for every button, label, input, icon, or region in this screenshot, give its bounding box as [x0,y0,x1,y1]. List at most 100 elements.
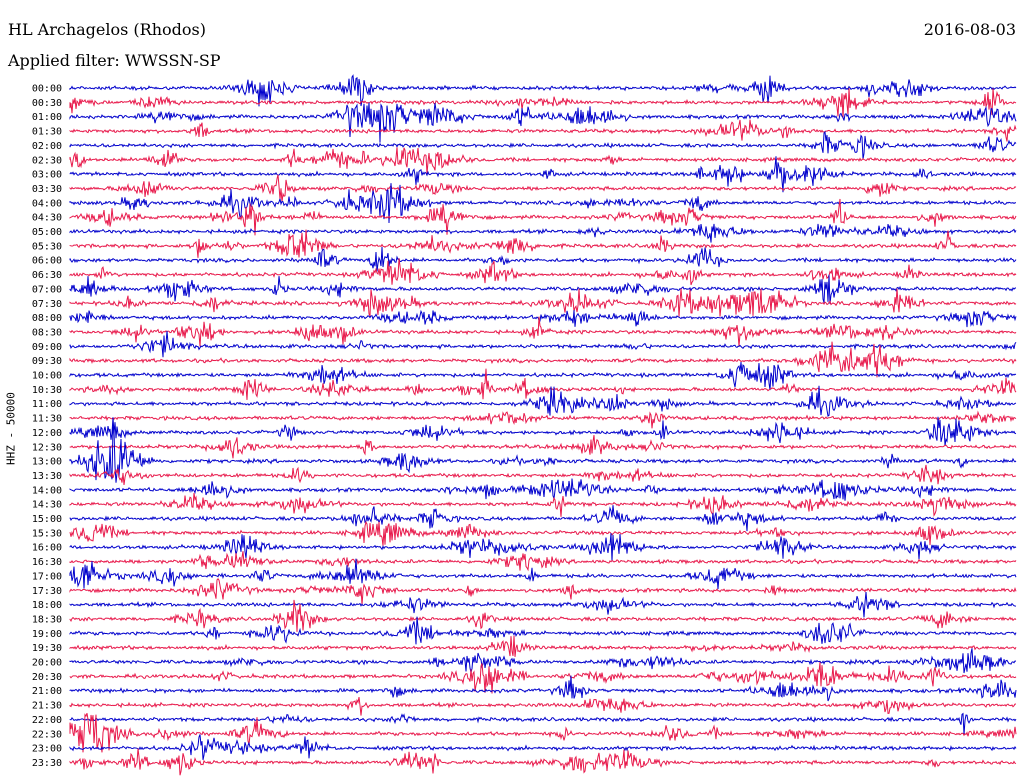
y-axis-label-container: HHZ - 50000 [3,385,19,475]
trace-time-label: 07:00 [32,284,62,295]
seismic-trace [69,147,1017,174]
trace-time-label: 01:30 [32,127,62,138]
trace-time-label: 04:00 [32,198,62,209]
seismic-trace [69,675,1017,702]
trace-time-label: 14:00 [32,485,62,496]
seismic-trace [69,309,1017,328]
trace-time-label: 01:00 [32,112,62,123]
trace-time-label: 21:00 [32,686,62,697]
trace-time-label: 06:00 [32,256,62,267]
trace-time-label: 19:30 [32,643,62,654]
seismic-trace [69,712,1017,735]
trace-time-label: 12:00 [32,428,62,439]
station-title: HL Archagelos (Rhodos) [8,20,206,39]
seismic-trace [69,616,1017,645]
trace-time-label: 23:30 [32,758,62,769]
trace-time-label: 20:00 [32,658,62,669]
trace-time-label: 00:00 [32,84,62,95]
seismic-trace [69,635,1017,657]
seismic-trace [69,274,1017,305]
trace-time-label: 22:30 [32,729,62,740]
trace-time-label: 12:30 [32,442,62,453]
seismic-trace [69,599,1017,632]
trace-time-label: 02:30 [32,155,62,166]
seismic-trace [69,734,1017,760]
seismic-trace [69,102,1017,143]
trace-time-label: 15:00 [32,514,62,525]
seismic-trace [69,505,1017,532]
trace-time-label: 18:30 [32,614,62,625]
seismic-trace [69,748,1017,776]
trace-time-label: 23:00 [32,744,62,755]
seismic-trace [69,385,1017,417]
seismic-trace [69,464,1017,485]
seismic-trace [69,74,1017,107]
trace-time-label: 16:30 [32,557,62,568]
trace-time-label: 18:00 [32,600,62,611]
trace-time-label: 06:30 [32,270,62,281]
seismic-trace [69,223,1017,243]
seismic-trace [69,198,1017,236]
trace-time-label: 13:30 [32,471,62,482]
trace-time-label: 16:00 [32,543,62,554]
seismic-trace [69,416,1017,446]
seismic-trace [69,520,1017,546]
seismic-trace [69,246,1017,272]
seismic-trace [69,258,1017,286]
date-label: 2016-08-03 [923,20,1016,39]
seismic-trace [69,229,1017,258]
seismic-trace [69,119,1017,142]
seismic-trace [69,410,1017,429]
trace-time-label: 04:30 [32,213,62,224]
seismic-trace [69,88,1017,119]
seismic-trace [69,361,1017,391]
seismic-trace [69,492,1017,517]
seismic-trace [69,591,1017,618]
trace-time-label: 14:30 [32,500,62,511]
filter-label: Applied filter: WWSSN-SP [8,51,221,70]
trace-time-label: 08:00 [32,313,62,324]
trace-time-label: 17:00 [32,571,62,582]
trace-time-label: 09:30 [32,356,62,367]
trace-time-label: 05:00 [32,227,62,238]
trace-time-label: 02:00 [32,141,62,152]
seismic-trace [69,183,1016,224]
seismic-trace [69,435,1017,459]
trace-time-label: 09:00 [32,342,62,353]
trace-time-label: 11:00 [32,399,62,410]
seismic-trace [69,368,1017,400]
trace-time-label: 00:30 [32,98,62,109]
trace-time-label: 08:30 [32,327,62,338]
seismic-trace [69,533,1017,562]
seismic-trace [69,648,1017,674]
trace-time-label: 11:30 [32,414,62,425]
seismic-trace [69,316,1017,347]
trace-time-label: 21:30 [32,701,62,712]
seismic-trace [69,578,1017,606]
seismic-trace [69,478,1017,501]
seismic-trace [69,288,1017,318]
trace-time-label: 10:30 [32,385,62,396]
trace-time-label: 19:00 [32,629,62,640]
seismic-trace [69,156,1017,193]
seismic-trace [69,330,1017,358]
seismic-trace [69,551,1017,572]
seismic-trace [69,130,1017,160]
trace-time-label: 10:00 [32,371,62,382]
trace-time-label: 03:00 [32,170,62,181]
trace-time-label: 20:30 [32,672,62,683]
seismic-trace [69,713,1017,753]
trace-time-label: 05:30 [32,241,62,252]
trace-time-label: 07:30 [32,299,62,310]
trace-time-label: 15:30 [32,528,62,539]
trace-time-label: 03:30 [32,184,62,195]
seismic-trace [69,558,1017,590]
trace-time-label: 17:30 [32,586,62,597]
trace-time-label: 22:00 [32,715,62,726]
seismic-trace [69,662,1017,694]
seismic-trace [69,426,1017,483]
y-axis-label: HHZ - 50000 [4,392,18,465]
seismic-trace [69,341,1017,378]
seismic-trace [69,697,1017,716]
